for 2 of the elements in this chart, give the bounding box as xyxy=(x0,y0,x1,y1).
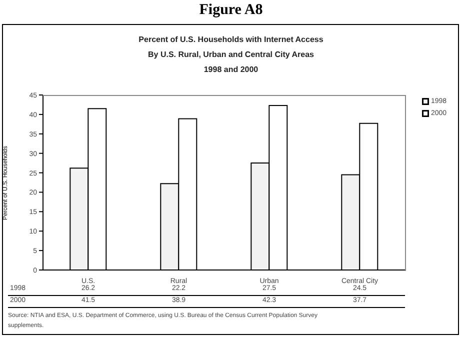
chart-subtitle: Percent of U.S. Households with Internet Access By U.S. Rural, Urban and Central City Areas 1998 and 2000 xyxy=(138,34,324,76)
chart-title: Figure A8 xyxy=(198,2,264,19)
